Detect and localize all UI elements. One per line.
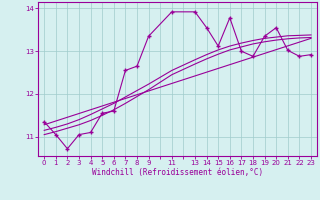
X-axis label: Windchill (Refroidissement éolien,°C): Windchill (Refroidissement éolien,°C) xyxy=(92,168,263,177)
